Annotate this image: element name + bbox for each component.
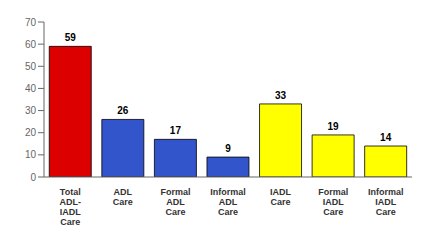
svg-text:10: 10 [25,149,37,160]
svg-text:59: 59 [65,32,77,43]
svg-text:InformalIADLCare: InformalIADLCare [368,187,404,217]
svg-text:60: 60 [25,39,37,50]
svg-text:TotalADL-IADLCare: TotalADL-IADLCare [60,187,82,227]
svg-text:FormalIADLCare: FormalIADLCare [318,187,348,217]
svg-text:InformalADLCare: InformalADLCare [210,187,246,217]
svg-text:40: 40 [25,83,37,94]
svg-text:26: 26 [117,105,129,116]
svg-text:20: 20 [25,127,37,138]
svg-text:0: 0 [30,172,36,183]
svg-text:33: 33 [275,90,287,101]
svg-text:14: 14 [380,132,392,143]
svg-text:FormalADLCare: FormalADLCare [160,187,190,217]
svg-text:IADLCare: IADLCare [270,187,291,207]
svg-text:17: 17 [170,125,182,136]
svg-text:9: 9 [225,143,231,154]
svg-text:50: 50 [25,61,37,72]
svg-text:70: 70 [25,17,37,28]
svg-text:30: 30 [25,105,37,116]
svg-text:19: 19 [328,121,340,132]
svg-text:ADLCare: ADLCare [113,187,133,207]
